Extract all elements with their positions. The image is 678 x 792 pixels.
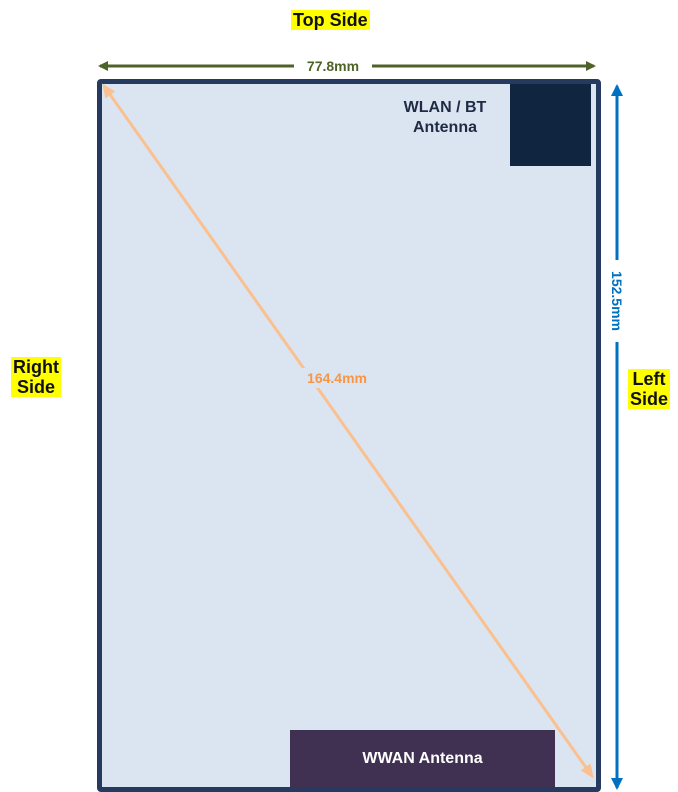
right-side-line2: Side (16, 377, 55, 397)
right-side-line1: Right (13, 357, 59, 377)
diagonal-text-backdrop (294, 368, 380, 388)
top-side-label: Top Side (291, 10, 370, 30)
width-dimension-text: 77.8mm (307, 58, 359, 74)
diagonal-dimension-text: 164.4mm (307, 370, 367, 386)
left-side-line1: Left (632, 369, 666, 389)
diagonal-arrow (102, 83, 594, 779)
right-side-label: Right Side (11, 357, 61, 397)
height-dimension-text: 152.5mm (609, 271, 625, 331)
left-side-label: Left Side (628, 369, 671, 409)
left-side-line2: Side (630, 389, 669, 409)
